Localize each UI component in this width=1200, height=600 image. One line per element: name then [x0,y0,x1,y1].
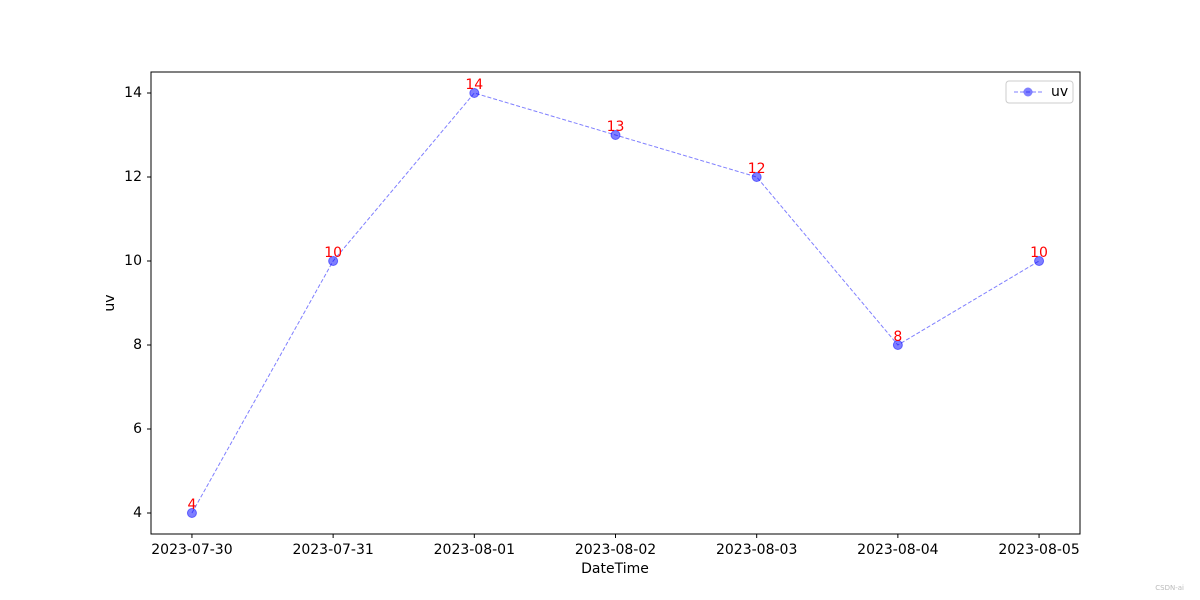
legend-marker [1023,87,1033,97]
value-label: 13 [607,119,625,135]
x-axis-label: DateTime [581,561,649,577]
x-tick-label: 2023-07-31 [292,542,373,558]
x-tick-label: 2023-08-02 [575,542,656,558]
point [892,340,903,350]
point [328,256,339,266]
y-tick-label: 8 [133,337,142,353]
point [751,172,762,182]
y-tick-label: 10 [124,253,142,269]
value-label: 12 [748,161,766,177]
watermark: CSDN-ai [1155,584,1184,592]
value-label: 10 [324,245,342,261]
legend-label: uv [1051,84,1068,100]
value-label: 8 [893,329,902,345]
point [469,88,480,98]
x-tick-label: 2023-07-30 [151,542,232,558]
y-tick-label: 4 [133,505,142,521]
value-label: 10 [1030,245,1048,261]
x-tick-label: 2023-08-01 [434,542,515,558]
value-label: 14 [465,77,483,93]
point [1034,256,1045,266]
y-tick-label: 14 [124,85,142,101]
y-tick-label: 6 [133,421,142,437]
point [610,130,621,140]
y-axis-label: uv [102,294,118,311]
x-tick-label: 2023-08-04 [857,542,938,558]
value-label: 4 [187,497,196,513]
y-tick-label: 12 [124,169,142,185]
point [186,508,197,518]
x-tick-label: 2023-08-03 [716,542,797,558]
x-tick-label: 2023-08-05 [998,542,1079,558]
